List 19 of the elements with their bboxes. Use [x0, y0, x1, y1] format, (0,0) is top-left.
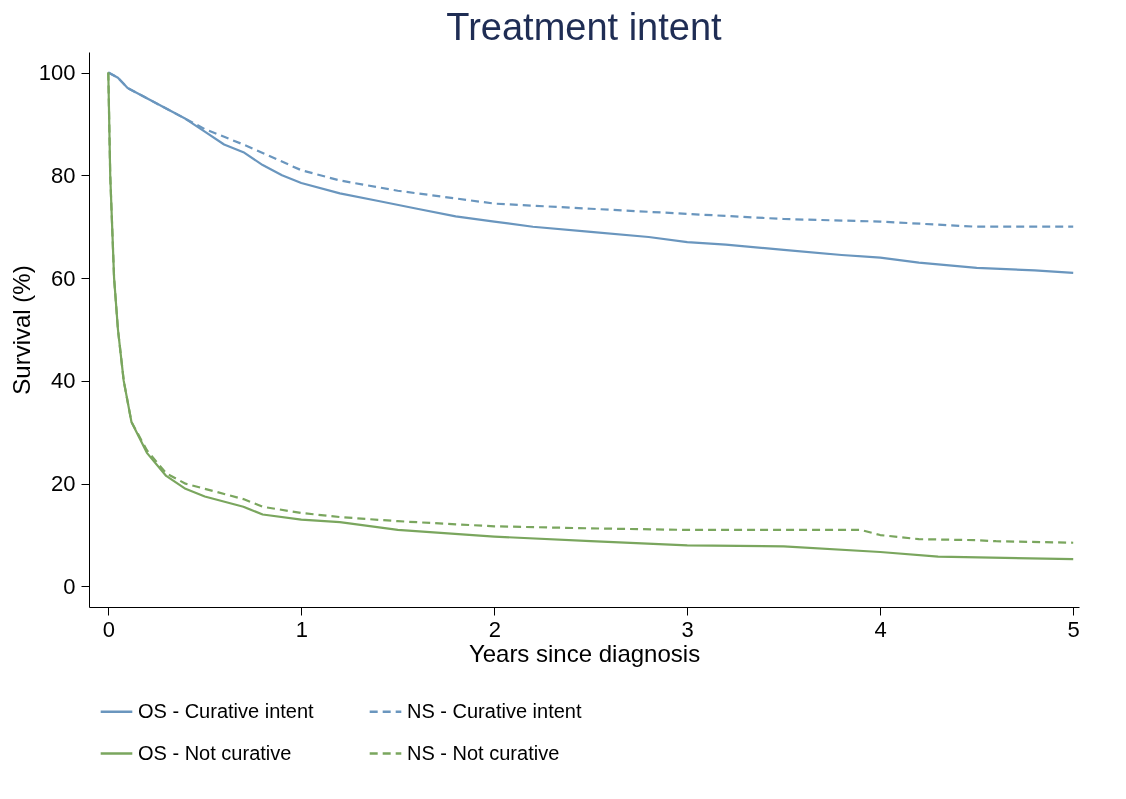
- legend-label: OS - Not curative: [138, 741, 292, 764]
- x-tick-label: 3: [681, 616, 694, 642]
- x-axis-title: Years since diagnosis: [468, 639, 701, 667]
- y-tick-label: 80: [51, 162, 76, 188]
- x-tick-label: 5: [1067, 616, 1080, 642]
- y-tick-label: 100: [38, 60, 76, 86]
- legend-label: NS - Curative intent: [407, 699, 582, 722]
- chart-title: Treatment intent: [446, 6, 723, 48]
- x-tick-label: 4: [874, 616, 887, 642]
- y-tick-label: 0: [63, 573, 76, 599]
- y-axis-title: Survival (%): [7, 265, 35, 395]
- y-tick-label: 20: [51, 471, 76, 497]
- x-tick-label: 0: [102, 616, 115, 642]
- y-tick-label: 60: [51, 265, 76, 291]
- legend-label: OS - Curative intent: [138, 699, 315, 722]
- y-tick-label: 40: [51, 368, 76, 394]
- x-tick-label: 1: [295, 616, 308, 642]
- legend-label: NS - Not curative: [407, 741, 560, 764]
- x-tick-label: 2: [488, 616, 501, 642]
